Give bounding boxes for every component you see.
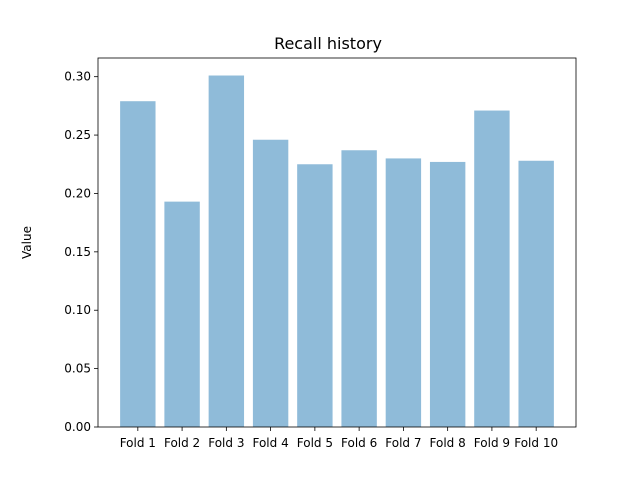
x-tick-label: Fold 7 bbox=[385, 436, 421, 450]
y-tick-label: 0.10 bbox=[64, 303, 91, 317]
x-tick-label: Fold 6 bbox=[341, 436, 377, 450]
bar-fold-5 bbox=[297, 164, 333, 427]
y-axis-label: Value bbox=[20, 226, 34, 259]
x-tick-label: Fold 8 bbox=[430, 436, 466, 450]
bar-fold-8 bbox=[429, 161, 466, 427]
bar-fold-1 bbox=[120, 101, 156, 428]
x-axis: Fold 1 Fold 2 Fold 3 Fold 4 Fold 5 Fold 6 Fold… bbox=[120, 427, 558, 450]
bar-fold-7 bbox=[385, 158, 422, 427]
bars-layer bbox=[120, 75, 554, 428]
x-tick-label: Fold 1 bbox=[120, 436, 156, 450]
y-tick-label: 0.00 bbox=[64, 420, 91, 434]
x-tick-label: Fold 5 bbox=[297, 436, 333, 450]
x-tick-label: Fold 3 bbox=[208, 436, 244, 450]
y-axis: 0.00 0.05 0.10 0.15 0.20 0.25 0.30 bbox=[64, 70, 98, 434]
chart-title: Recall history bbox=[274, 34, 382, 53]
y-tick-label: 0.05 bbox=[64, 362, 91, 376]
y-tick-label: 0.20 bbox=[64, 186, 91, 200]
x-tick-label: Fold 9 bbox=[474, 436, 510, 450]
bar-fold-3 bbox=[208, 75, 245, 428]
x-tick-label: Fold 2 bbox=[164, 436, 200, 450]
bar-fold-2 bbox=[164, 201, 200, 427]
y-tick-label: 0.15 bbox=[64, 245, 91, 259]
bar-fold-4 bbox=[252, 139, 289, 427]
x-tick-label: Fold 10 bbox=[514, 436, 558, 450]
bar-fold-9 bbox=[474, 110, 510, 427]
bar-fold-6 bbox=[341, 150, 377, 427]
y-tick-label: 0.25 bbox=[64, 128, 91, 142]
y-tick-label: 0.30 bbox=[64, 70, 91, 84]
x-tick-label: Fold 4 bbox=[252, 436, 288, 450]
plot-frame bbox=[97, 57, 577, 428]
bar-fold-10 bbox=[518, 160, 554, 427]
